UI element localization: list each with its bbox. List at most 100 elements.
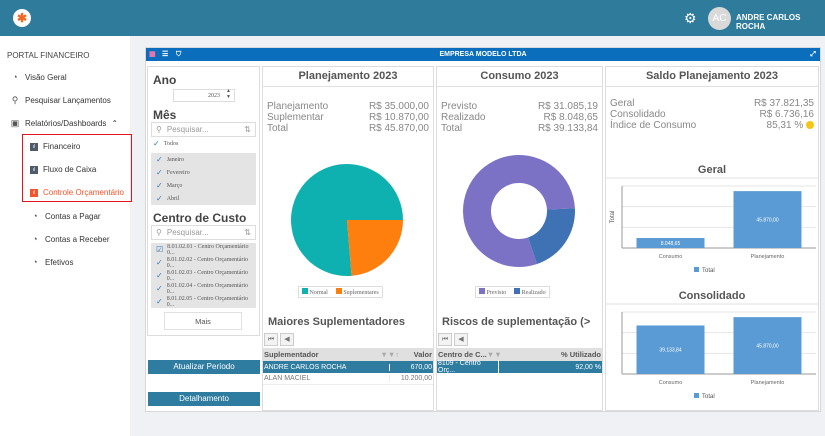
grid-pager: ⏮ ◀ [438, 333, 602, 346]
column-header[interactable]: Centro de C... [438, 350, 487, 359]
first-page-icon[interactable]: ⏮ [438, 333, 452, 346]
centro-search-input[interactable]: ⚲ Pesquisar... ⇅ [151, 225, 256, 240]
sidebar-section-title: PORTAL FINANCEIRO [7, 51, 90, 60]
spinner-arrows-icon[interactable]: ▲ ▼ [226, 89, 231, 100]
planejamento-pie-chart [291, 164, 403, 276]
checkbox-centro[interactable]: ✓ 8.01.02.02 - Centro Orçamentário 0... [151, 256, 256, 269]
checkbox-centro[interactable]: ☑ 8.01.02.01 - Centro Orçamentário 0... [151, 243, 256, 256]
dashboard-title: EMPRESA MODELO LTDA [439, 51, 527, 58]
donut-legend: Previsto Realizado [475, 286, 550, 298]
first-page-icon[interactable]: ⏮ [264, 333, 278, 346]
riscos-title: Riscos de suplementação (> 90%) [442, 316, 591, 329]
legend-swatch [694, 393, 699, 398]
search-icon: ⚲ [156, 125, 162, 134]
checkbox-month[interactable]: ✓ Abril [151, 192, 256, 205]
mes-label: Mês [153, 108, 177, 122]
checkbox-label: 8.01.02.05 - Centro Orçamentário 0... [166, 295, 249, 308]
sidebar-item-efetivos[interactable]: ◔ Efetivos [30, 257, 73, 267]
sidebar-item-visao-geral[interactable]: ◔ Visão Geral [10, 72, 67, 82]
sidebar-item-pesquisar[interactable]: ⚲ Pesquisar Lançamentos [10, 95, 111, 106]
top-header: ✱ ⚙ AC ANDRE CARLOS ROCHA [0, 0, 825, 36]
kv-row: Planejamento R$ 35.000,00 [263, 101, 433, 112]
sidebar-item-controle-orcamentario[interactable]: ıl Controle Orçamentário [30, 188, 124, 197]
grid-header: Centro de C... ▼▼ % Utilizado [437, 348, 602, 361]
sidebar-item-fluxo-de-caixa[interactable]: ıl Fluxo de Caixa [30, 165, 96, 174]
bar-planejamento [733, 317, 802, 374]
table-row[interactable]: 8109 - Centro Orç... 92,00 % [437, 360, 602, 374]
checkbox-centro[interactable]: ✓ 8.01.02.04 - Centro Orçamentário 0... [151, 282, 256, 295]
legend-item-normal: Normal [302, 288, 328, 296]
chevron-up-icon: ⌃ [111, 119, 119, 128]
checkbox-label: 8.01.02.03 - Centro Orçamentário 0... [166, 269, 249, 282]
sort-icon[interactable]: ⇅ [244, 228, 251, 237]
avatar[interactable]: AC [708, 7, 731, 30]
table-row[interactable]: ALAN MACIEL 10.200,00 [263, 373, 433, 385]
y-axis-label: Total [610, 211, 616, 224]
kv-label: Planejamento [267, 101, 329, 112]
filter-icon[interactable]: ▼▼ [486, 350, 502, 359]
kv-value: R$ 10.870,00 [368, 112, 429, 123]
data-label: 39.133,84 [659, 348, 681, 354]
kv-row: Realizado R$ 8.048,65 [437, 112, 602, 123]
sidebar-item-financeiro[interactable]: ıl Financeiro [30, 142, 80, 151]
table-row[interactable]: ANDRE CARLOS ROCHA 670,00 [263, 361, 433, 373]
list-icon[interactable]: ☰ [162, 51, 169, 58]
kv-value: R$ 45.870,00 [368, 123, 429, 134]
detalhamento-button[interactable]: Detalhamento [148, 392, 260, 406]
x-tick-label: Consumo [659, 254, 683, 260]
sidebar-item-relatorios[interactable]: ▣ Relatórios/Dashboards ⌃ [10, 118, 118, 129]
checkbox-month[interactable]: ✓ Março [151, 179, 256, 192]
sidebar-item-contas-pagar[interactable]: ◔ Contas a Pagar [30, 211, 101, 221]
sort-icon[interactable]: ⇅ [244, 125, 251, 134]
mes-search-input[interactable]: ⚲ Pesquisar... ⇅ [151, 122, 256, 137]
cell: 10.200,00 [389, 375, 433, 382]
sidebar-item-contas-receber[interactable]: ◔ Contas a Receber [30, 234, 109, 244]
sidebar: PORTAL FINANCEIRO ◔ Visão Geral ⚲ Pesquisa… [0, 36, 130, 436]
mais-button[interactable]: Mais [164, 312, 242, 330]
checkbox-todos[interactable]: ✓ Todos [148, 137, 259, 150]
sidebar-item-label: Visão Geral [25, 72, 67, 82]
checkbox-centro[interactable]: ✓ 8.01.02.03 - Centro Orçamentário 0... [151, 269, 256, 282]
user-name[interactable]: ANDRE CARLOS ROCHA [736, 13, 801, 31]
highlight-box [22, 134, 132, 202]
fullscreen-icon[interactable]: ⤢ [810, 51, 816, 58]
column-header[interactable]: Valor [413, 350, 432, 359]
saldo-panel: Saldo Planejamento 2023 Geral R$ 37.821,3… [605, 66, 819, 411]
logo-icon[interactable]: ✱ [13, 9, 31, 27]
ano-spinner[interactable]: 2023 ▲ ▼ [173, 89, 235, 102]
kv-label: Realizado [441, 112, 486, 123]
kv-label: Índice de Consumo [610, 120, 697, 131]
sidebar-item-label: Contas a Pagar [45, 211, 101, 221]
checkbox-label: Abril [166, 195, 180, 202]
column-header[interactable]: Suplementador [264, 350, 319, 359]
bar-planejamento [733, 191, 802, 248]
checkbox-month[interactable]: ✓ Janeiro [151, 153, 256, 166]
kv-label: Geral [610, 98, 635, 109]
data-label: 45.870,00 [756, 218, 778, 224]
kv-row: Consolidado R$ 6.736,16 [606, 109, 818, 120]
filter-icon[interactable]: ⛉ [176, 51, 182, 58]
bar-consumo [636, 325, 705, 374]
checkbox-month[interactable]: ✓ Fevereiro [151, 166, 256, 179]
gear-icon[interactable]: ⚙ [684, 10, 697, 26]
pie-slice-suplementares [347, 220, 403, 276]
prev-page-icon[interactable]: ◀ [454, 333, 468, 346]
prev-page-icon[interactable]: ◀ [280, 333, 294, 346]
legend-item-previsto: Previsto [479, 288, 506, 296]
kv-value: 85,31 % [766, 120, 804, 131]
chart-title: Geral [698, 164, 726, 176]
column-header[interactable]: % Utilizado [560, 350, 601, 359]
legend-label: Normal [309, 290, 328, 296]
x-tick-label: Consumo [659, 380, 683, 386]
report-icon: ▣ [10, 118, 20, 128]
dashboard-icon[interactable]: ▦ [149, 51, 156, 58]
cell: 8109 - Centro Orç... [437, 360, 499, 374]
filter-icon[interactable]: ▼▼↑ [380, 350, 399, 359]
check-icon: ✓ [156, 284, 163, 293]
kv-row: Total R$ 39.133,84 [437, 123, 602, 134]
checkbox-label: 8.01.02.04 - Centro Orçamentário 0... [166, 282, 249, 295]
legend-label: Total [702, 268, 715, 274]
atualizar-periodo-button[interactable]: Atualizar Período [148, 360, 260, 374]
checkbox-centro[interactable]: ✓ 8.01.02.05 - Centro Orçamentário 0... [151, 295, 256, 308]
data-label: 8.048,65 [661, 241, 681, 247]
